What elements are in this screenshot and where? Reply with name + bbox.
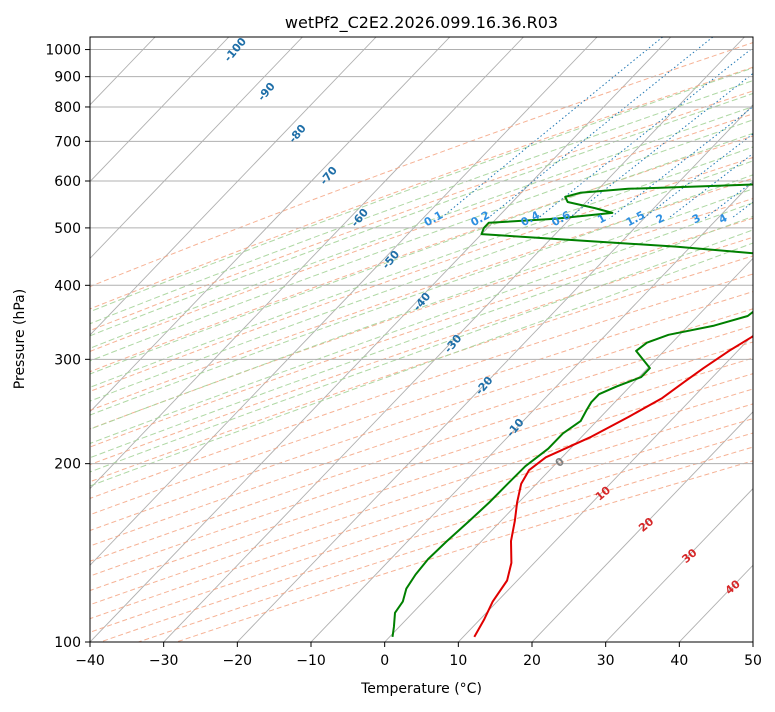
x-tick-label: −10: [296, 653, 326, 669]
x-tick-label: 30: [597, 653, 615, 669]
y-tick-label: 100: [54, 635, 81, 651]
x-tick-label: 40: [670, 653, 688, 669]
y-tick-label: 400: [54, 278, 81, 294]
x-tick-label: 20: [523, 653, 541, 669]
y-tick-label: 800: [54, 100, 81, 116]
chart-title: wetPf2_C2E2.2026.099.16.36.R03: [285, 13, 558, 33]
x-axis-label: Temperature (°C): [360, 681, 482, 697]
y-tick-label: 700: [54, 134, 81, 150]
y-axis-label: Pressure (hPa): [12, 289, 28, 389]
y-tick-label: 600: [54, 174, 81, 190]
x-tick-label: 50: [744, 653, 762, 669]
y-tick-label: 300: [54, 352, 81, 368]
x-tick-label: −40: [75, 653, 105, 669]
x-tick-label: 0: [380, 653, 389, 669]
y-tick-label: 1000: [45, 43, 81, 59]
x-tick-label: −20: [223, 653, 253, 669]
x-tick-label: −30: [149, 653, 179, 669]
y-tick-label: 200: [54, 457, 81, 473]
y-tick-label: 900: [54, 70, 81, 86]
y-tick-label: 500: [54, 221, 81, 237]
x-tick-label: 10: [449, 653, 467, 669]
